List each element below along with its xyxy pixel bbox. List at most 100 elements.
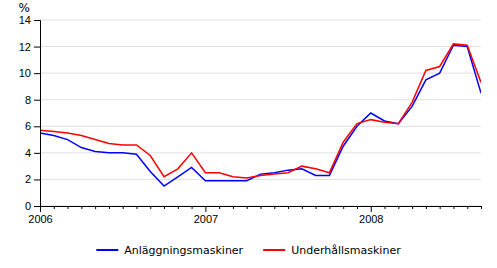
lines <box>40 44 481 186</box>
x-tick <box>302 206 303 209</box>
x-tick <box>109 206 110 209</box>
y-tick: 6 <box>25 120 40 132</box>
x-tick-mark <box>136 206 137 209</box>
x-tick-mark <box>371 206 372 212</box>
x-tick-mark <box>467 206 468 209</box>
x-tick-mark <box>54 206 55 209</box>
x-tick-mark <box>288 206 289 209</box>
y-tick-label: 8 <box>25 94 31 106</box>
x-tick <box>343 206 344 209</box>
plot: 2006 2007 2008 0 2 4 6 8 10 12 14 <box>19 14 482 225</box>
y-tick: 14 <box>19 14 40 26</box>
y-tick-label: 4 <box>25 147 31 159</box>
x-tick-mark <box>247 206 248 209</box>
x-tick <box>233 206 234 209</box>
x-tick <box>481 206 482 209</box>
y-tick: 0 <box>25 200 40 212</box>
x-tick <box>219 206 220 209</box>
y-tick-label: 12 <box>19 41 31 53</box>
x-tick-mark <box>398 206 399 209</box>
y-tick: 12 <box>19 41 40 53</box>
y-tick: 10 <box>19 67 40 79</box>
x-tick <box>136 206 137 209</box>
grid-line <box>40 179 481 180</box>
grid <box>40 20 481 206</box>
chart: 2006 2007 2008 0 2 4 6 8 10 12 14% Anläggningsmaski… <box>0 0 497 268</box>
x-tick-mark <box>357 206 358 209</box>
y-tick-label: 2 <box>25 173 31 185</box>
y-tick-label: 0 <box>25 200 31 212</box>
y-axis-line <box>34 21 41 207</box>
legend-swatch <box>263 249 285 251</box>
x-tick-mark <box>205 206 206 212</box>
y-tick: 2 <box>25 173 40 185</box>
y-tick-mark <box>34 206 40 207</box>
y-tick: 8 <box>25 94 40 106</box>
x-tick <box>178 206 179 209</box>
x-tick <box>316 206 317 209</box>
x-tick-label: 2006 <box>28 213 52 225</box>
x-tick: 2006 <box>28 206 52 225</box>
x-tick-mark <box>150 206 151 209</box>
x-tick-mark <box>343 206 344 209</box>
x-tick-mark <box>109 206 110 209</box>
x-tick-mark <box>123 206 124 209</box>
y-tick-mark <box>34 126 40 127</box>
y-tick-label: 14 <box>19 14 31 26</box>
x-tick <box>274 206 275 209</box>
x-tick-mark <box>68 206 69 209</box>
x-tick <box>426 206 427 209</box>
legend: Anläggningsmaskiner Underhållsmaskiner <box>96 244 401 257</box>
x-tick-mark <box>302 206 303 209</box>
y-tick-mark <box>34 100 40 101</box>
x-tick-mark <box>81 206 82 209</box>
x-tick-mark <box>261 206 262 209</box>
y-tick-label: 6 <box>25 120 31 132</box>
x-tick <box>192 206 193 209</box>
x-tick-mark <box>178 206 179 209</box>
y-tick: 4 <box>25 147 40 159</box>
x-tick: 2008 <box>359 206 383 225</box>
x-tick <box>398 206 399 209</box>
legend-label: Underhållsmaskiner <box>291 244 401 257</box>
x-tick <box>150 206 151 209</box>
y-tick-mark <box>34 179 40 180</box>
x-tick <box>81 206 82 209</box>
x-tick-mark <box>453 206 454 209</box>
x-tick <box>123 206 124 209</box>
y-axis-title: % <box>19 1 30 15</box>
legend-swatch <box>96 249 118 251</box>
x-tick-mark <box>95 206 96 209</box>
x-tick <box>467 206 468 209</box>
y-axis: 0 2 4 6 8 10 12 14 <box>19 14 41 212</box>
x-tick <box>385 206 386 209</box>
x-tick-mark <box>426 206 427 209</box>
x-tick-mark <box>192 206 193 209</box>
x-tick <box>453 206 454 209</box>
legend-item: Anläggningsmaskiner <box>96 244 243 257</box>
x-tick-mark <box>219 206 220 209</box>
x-tick <box>329 206 330 209</box>
x-tick-mark <box>329 206 330 209</box>
grid-line <box>40 126 481 127</box>
y-tick-mark <box>34 47 40 48</box>
x-tick <box>247 206 248 209</box>
x-tick-mark <box>233 206 234 209</box>
x-tick <box>288 206 289 209</box>
x-axis: 2006 2007 2008 <box>28 206 481 225</box>
x-tick <box>164 206 165 209</box>
x-tick: 2007 <box>194 206 218 225</box>
x-tick-mark <box>481 206 482 209</box>
x-tick <box>54 206 55 209</box>
x-tick-mark <box>164 206 165 209</box>
line <box>40 44 481 178</box>
grid-line <box>40 20 481 21</box>
x-tick <box>440 206 441 209</box>
legend-item: Underhållsmaskiner <box>263 244 401 257</box>
x-tick-mark <box>440 206 441 209</box>
legend-label: Anläggningsmaskiner <box>124 244 243 257</box>
x-tick-mark <box>412 206 413 209</box>
y-tick-mark <box>34 20 40 21</box>
x-tick <box>68 206 69 209</box>
x-tick <box>261 206 262 209</box>
